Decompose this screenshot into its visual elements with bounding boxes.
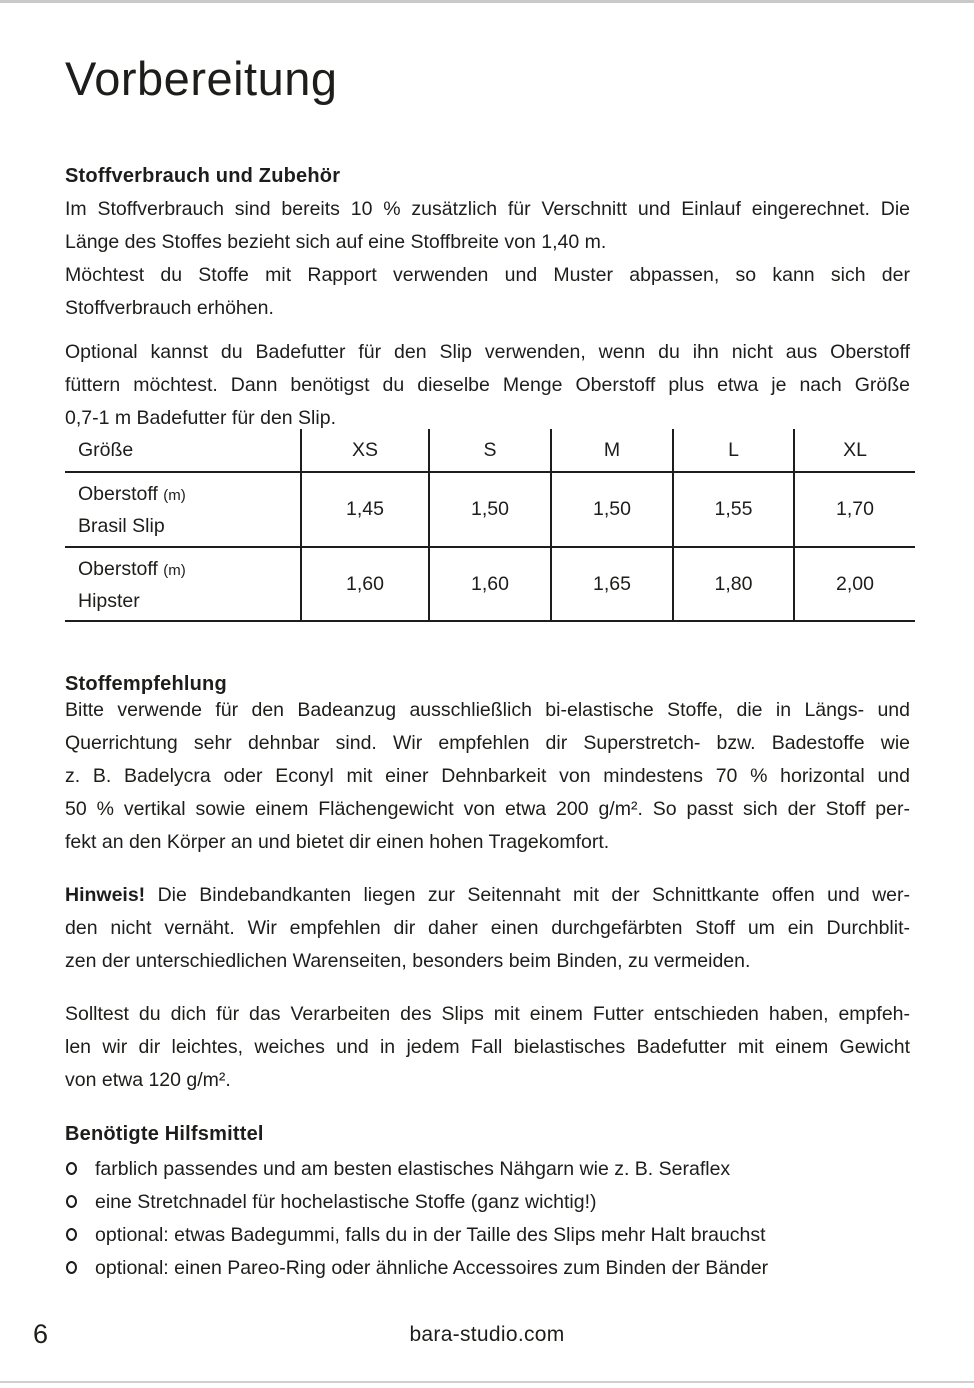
section-heading-stoffverbrauch: Stoffverbrauch und Zubehör (65, 165, 341, 187)
text-line: 50 % vertikal sowie einem Flächengewicht… (65, 798, 910, 820)
list-item: optional: etwas Badegummi, falls du in d… (65, 1219, 910, 1252)
text-line: Optional kannst du Badefutter für den Sl… (65, 341, 910, 363)
text-line: Solltest du dich für das Verarbeiten des… (65, 1003, 910, 1025)
circle-bullet-icon (66, 1162, 77, 1175)
list-item: eine Stretchnadel für hochelastische Sto… (65, 1186, 910, 1219)
table-header-xs: XS (302, 429, 430, 473)
text-line: füttern möchtest. Dann benötigst du dies… (65, 374, 910, 396)
unit-label: (m) (163, 561, 186, 579)
table-cell: 1,80 (674, 548, 795, 622)
text-line: fekt an den Körper an und bietet dir ein… (65, 831, 610, 853)
list-item: optional: einen Pareo-Ring oder ähnliche… (65, 1252, 910, 1285)
page-title: Vorbereitung (65, 52, 338, 105)
text-line: den nicht vernäht. Wir empfehlen dir dah… (65, 917, 910, 939)
row-label-line2: Hipster (78, 589, 140, 612)
circle-bullet-icon (66, 1261, 77, 1274)
table-cell: 1,45 (302, 473, 430, 548)
table-cell: 1,70 (795, 473, 915, 548)
circle-bullet-icon (66, 1195, 77, 1208)
text-line: Möchtest du Stoffe mit Rapport verwenden… (65, 264, 910, 286)
text-line: Bitte verwende für den Badeanzug ausschl… (65, 699, 910, 721)
list-item: farblich passendes und am besten elastis… (65, 1153, 910, 1186)
website-footer: bara-studio.com (409, 1323, 565, 1346)
paragraph-stoffverbrauch-1: Im Stoffverbrauch sind bereits 10 % zusä… (65, 193, 910, 325)
paragraph-stoffempfehlung: Bitte verwende für den Badeanzug ausschl… (65, 694, 910, 859)
table-cell: 1,65 (552, 548, 674, 622)
table-row-label-brasil-slip: Oberstoff (m) Brasil Slip (65, 473, 302, 548)
row-label-line1: Oberstoff (m) (78, 557, 186, 580)
circle-bullet-icon (66, 1228, 77, 1241)
text-line: Hinweis! Die Bindebandkanten liegen zur … (65, 884, 910, 906)
fabric-amount-table: Größe XS S M L XL Oberstoff (m) Brasil S… (65, 429, 915, 622)
paragraph-hinweis: Hinweis! Die Bindebandkanten liegen zur … (65, 879, 910, 978)
text-line: z. B. Badelycra oder Econyl mit einer De… (65, 765, 910, 787)
table-cell: 1,50 (430, 473, 552, 548)
table-header-groesse: Größe (65, 429, 302, 473)
row-label-line2: Brasil Slip (78, 515, 165, 537)
section-heading-stoffempfehlung: Stoffempfehlung (65, 673, 227, 695)
table-header-xl: XL (795, 429, 915, 473)
page-bottom-edge (0, 1381, 974, 1383)
hinweis-label: Hinweis! (65, 884, 146, 906)
row-label-line1: Oberstoff (m) (78, 483, 186, 505)
text-line: Querrichtung sehr dehnbar sind. Wir empf… (65, 732, 910, 754)
table-cell: 2,00 (795, 548, 915, 622)
unit-label: (m) (163, 487, 186, 504)
text-line: zen der unterschiedlichen Warenseiten, b… (65, 950, 751, 972)
text-line: len wir dir leichtes, weiches und in jed… (65, 1036, 910, 1058)
paragraph-stoffverbrauch-2: Optional kannst du Badefutter für den Sl… (65, 336, 910, 435)
text-line: Im Stoffverbrauch sind bereits 10 % zusä… (65, 198, 910, 220)
hilfsmittel-list: farblich passendes und am besten elastis… (65, 1153, 910, 1285)
text-line: Länge des Stoffes bezieht sich auf eine … (65, 231, 607, 253)
section-heading-hilfsmittel: Benötigte Hilfsmittel (65, 1123, 264, 1145)
text-line: von etwa 120 g/m². (65, 1069, 231, 1091)
table-cell: 1,50 (552, 473, 674, 548)
table-header-s: S (430, 429, 552, 473)
table-row-label-hipster: Oberstoff (m) Hipster (65, 548, 302, 622)
paragraph-futter: Solltest du dich für das Verarbeiten des… (65, 998, 910, 1097)
table-header-l: L (674, 429, 795, 473)
page-top-edge (0, 0, 974, 3)
page-number: 6 (33, 1319, 49, 1349)
table-header-m: M (552, 429, 674, 473)
text-line: Stoffverbrauch erhöhen. (65, 297, 274, 319)
table-cell: 1,60 (430, 548, 552, 622)
table-cell: 1,60 (302, 548, 430, 622)
table-cell: 1,55 (674, 473, 795, 548)
text-line: 0,7-1 m Badefutter für den Slip. (65, 407, 336, 429)
